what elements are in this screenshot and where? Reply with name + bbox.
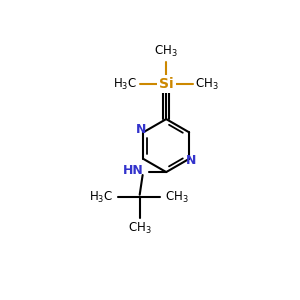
Text: N: N xyxy=(186,154,197,167)
Text: HN: HN xyxy=(123,164,144,177)
Text: CH$_3$: CH$_3$ xyxy=(154,44,178,59)
Text: N: N xyxy=(136,124,146,136)
Text: H$_3$C: H$_3$C xyxy=(89,190,113,205)
Text: CH$_3$: CH$_3$ xyxy=(195,77,219,92)
Text: CH$_3$: CH$_3$ xyxy=(165,190,188,205)
Text: H$_3$C: H$_3$C xyxy=(113,77,137,92)
Text: CH$_3$: CH$_3$ xyxy=(128,221,152,236)
Text: Si: Si xyxy=(159,77,173,91)
